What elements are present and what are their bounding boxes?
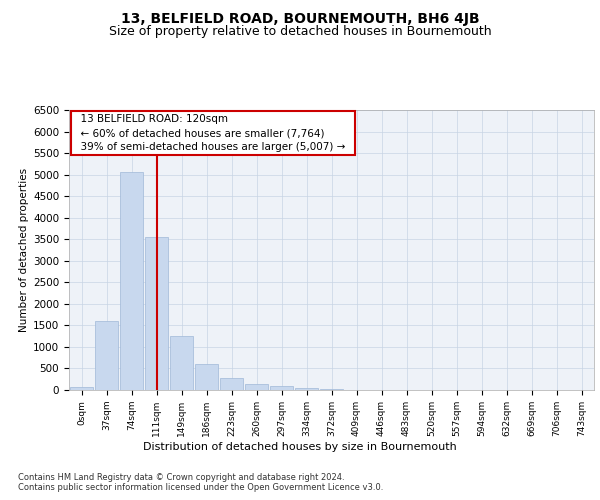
Bar	[95, 321, 118, 390]
Bar	[295, 388, 318, 390]
Text: Contains HM Land Registry data © Crown copyright and database right 2024.: Contains HM Land Registry data © Crown c…	[18, 472, 344, 482]
Bar	[270, 386, 293, 390]
Bar	[145, 236, 168, 390]
Text: Size of property relative to detached houses in Bournemouth: Size of property relative to detached ho…	[109, 25, 491, 38]
Bar	[170, 336, 193, 390]
Bar	[320, 388, 343, 390]
Text: Contains public sector information licensed under the Open Government Licence v3: Contains public sector information licen…	[18, 482, 383, 492]
Bar	[245, 384, 268, 390]
Y-axis label: Number of detached properties: Number of detached properties	[19, 168, 29, 332]
Text: Distribution of detached houses by size in Bournemouth: Distribution of detached houses by size …	[143, 442, 457, 452]
Bar	[195, 364, 218, 390]
Bar	[120, 172, 143, 390]
Bar	[220, 378, 243, 390]
Text: 13 BELFIELD ROAD: 120sqm
  ← 60% of detached houses are smaller (7,764)
  39% of: 13 BELFIELD ROAD: 120sqm ← 60% of detach…	[74, 114, 352, 152]
Bar	[70, 387, 93, 390]
Text: 13, BELFIELD ROAD, BOURNEMOUTH, BH6 4JB: 13, BELFIELD ROAD, BOURNEMOUTH, BH6 4JB	[121, 12, 479, 26]
